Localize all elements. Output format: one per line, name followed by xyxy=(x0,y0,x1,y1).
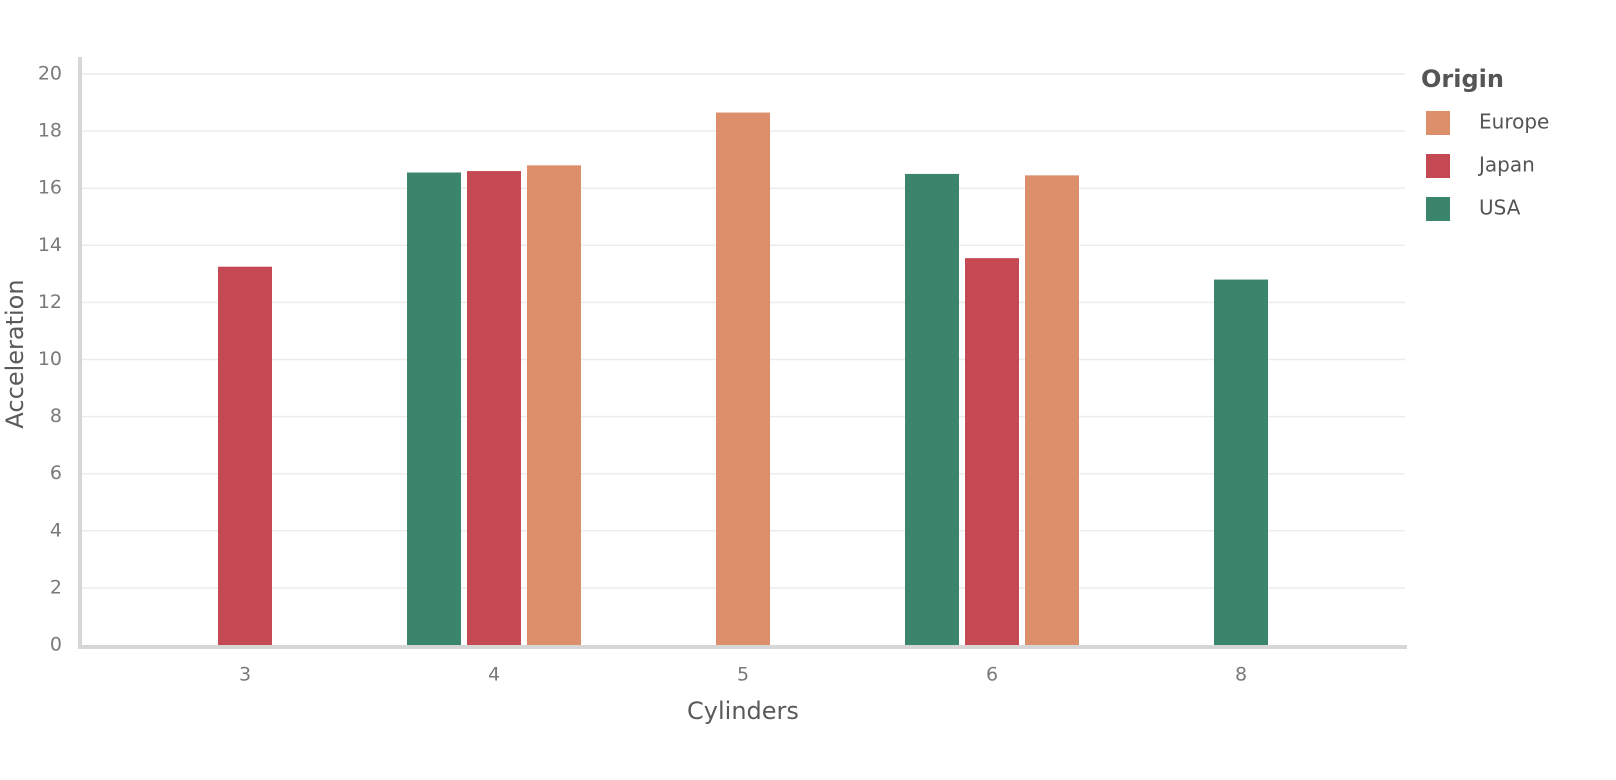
y-tick-label: 4 xyxy=(50,519,62,541)
legend-label-usa: USA xyxy=(1479,196,1521,220)
y-tick-label: 14 xyxy=(38,234,62,256)
y-tick-label: 10 xyxy=(38,348,62,370)
x-tick-label: 3 xyxy=(239,664,251,686)
y-tick-label: 18 xyxy=(38,120,62,142)
x-tick-label: 8 xyxy=(1235,664,1247,686)
legend-title: Origin xyxy=(1421,65,1504,93)
y-tick-label: 8 xyxy=(50,405,62,427)
bar-europe-4 xyxy=(527,165,581,646)
bar-europe-5 xyxy=(716,112,770,646)
y-tick-label: 0 xyxy=(50,634,62,656)
x-tick-label: 5 xyxy=(737,664,749,686)
x-tick-label: 4 xyxy=(488,664,500,686)
y-tick-label: 2 xyxy=(50,576,62,598)
bar-japan-6 xyxy=(965,258,1019,645)
y-tick-label: 20 xyxy=(38,63,62,85)
bar-usa-4 xyxy=(407,172,461,645)
bar-usa-8 xyxy=(1214,279,1268,645)
legend: Origin Europe Japan USA xyxy=(1421,65,1549,221)
bar-europe-6 xyxy=(1025,175,1079,646)
x-tick-labels: 3 4 5 6 8 xyxy=(239,664,1247,686)
bar-japan-3 xyxy=(218,266,272,645)
y-tick-labels: 0 2 4 6 8 10 12 14 16 18 20 xyxy=(38,63,62,656)
y-tick-label: 6 xyxy=(50,462,62,484)
legend-label-japan: Japan xyxy=(1477,153,1535,177)
legend-swatch-japan xyxy=(1426,154,1450,178)
bar-japan-4 xyxy=(467,171,521,645)
legend-swatch-europe xyxy=(1426,111,1450,135)
legend-swatch-usa xyxy=(1426,197,1450,221)
y-axis-title: Acceleration xyxy=(1,279,29,428)
axes xyxy=(78,57,1407,649)
x-axis-title: Cylinders xyxy=(687,697,799,725)
y-tick-label: 16 xyxy=(38,177,62,199)
y-tick-label: 12 xyxy=(38,291,62,313)
bar-usa-6 xyxy=(905,173,959,646)
bars xyxy=(218,112,1268,646)
x-tick-label: 6 xyxy=(986,664,998,686)
legend-label-europe: Europe xyxy=(1479,110,1549,134)
